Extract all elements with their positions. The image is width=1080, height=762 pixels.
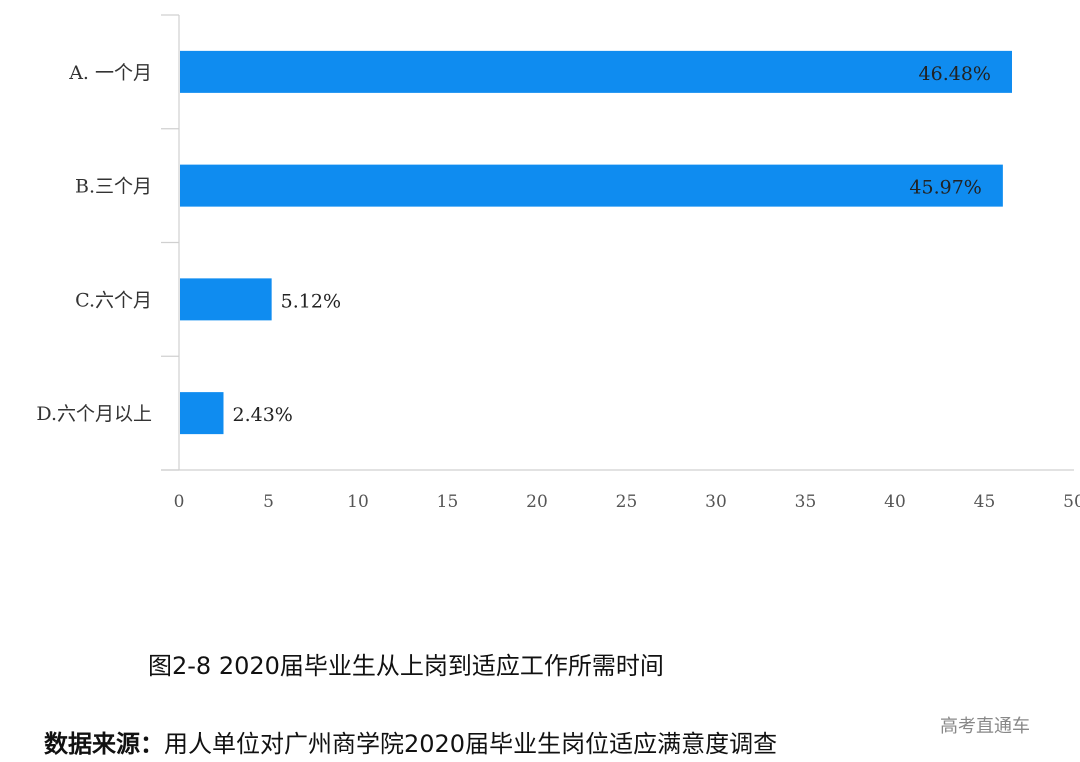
x-tick-label: 20	[526, 492, 548, 512]
chart-axes	[161, 14, 1074, 471]
x-tick-label: 35	[795, 492, 817, 512]
bar	[180, 392, 224, 435]
figure-caption: 图2-8 2020届毕业生从上岗到适应工作所需时间	[148, 652, 664, 680]
x-tick-label: 10	[347, 492, 369, 512]
category-label: C.六个月	[75, 289, 152, 311]
data-label: 5.12%	[281, 290, 341, 312]
bar	[180, 50, 1012, 93]
category-label: A. 一个月	[68, 62, 152, 84]
x-tick-label: 15	[437, 492, 459, 512]
chart-bars	[180, 50, 1012, 435]
bar-chart: 0 5 10 15 20 25 30 35 40 45 50 A. 一个月 46.48% B.三个月 45.…	[36, 14, 1080, 512]
x-tick-label: 5	[263, 492, 274, 512]
data-source-text: 用人单位对广州商学院2020届毕业生岗位适应满意度调查	[164, 730, 778, 758]
data-source: 数据来源：用人单位对广州商学院2020届毕业生岗位适应满意度调查	[44, 724, 777, 759]
bar	[180, 278, 272, 321]
x-tick-label: 40	[884, 492, 906, 512]
x-tick-label: 45	[974, 492, 996, 512]
x-tick-label: 25	[616, 492, 638, 512]
watermark: 高考直通车	[940, 716, 1030, 737]
bar	[180, 164, 1003, 207]
data-label: 2.43%	[232, 404, 292, 426]
x-tick-label: 30	[705, 492, 727, 512]
chart-labels: 0 5 10 15 20 25 30 35 40 45 50 A. 一个月 46.48% B.三个月 45.…	[36, 62, 1080, 512]
data-label: 46.48%	[919, 63, 991, 85]
category-label: D.六个月以上	[36, 403, 152, 425]
category-label: B.三个月	[75, 176, 152, 198]
x-tick-label: 0	[174, 492, 185, 512]
data-label: 45.97%	[909, 177, 981, 199]
data-source-label: 数据来源：	[44, 730, 164, 758]
x-tick-label: 50	[1063, 492, 1080, 512]
